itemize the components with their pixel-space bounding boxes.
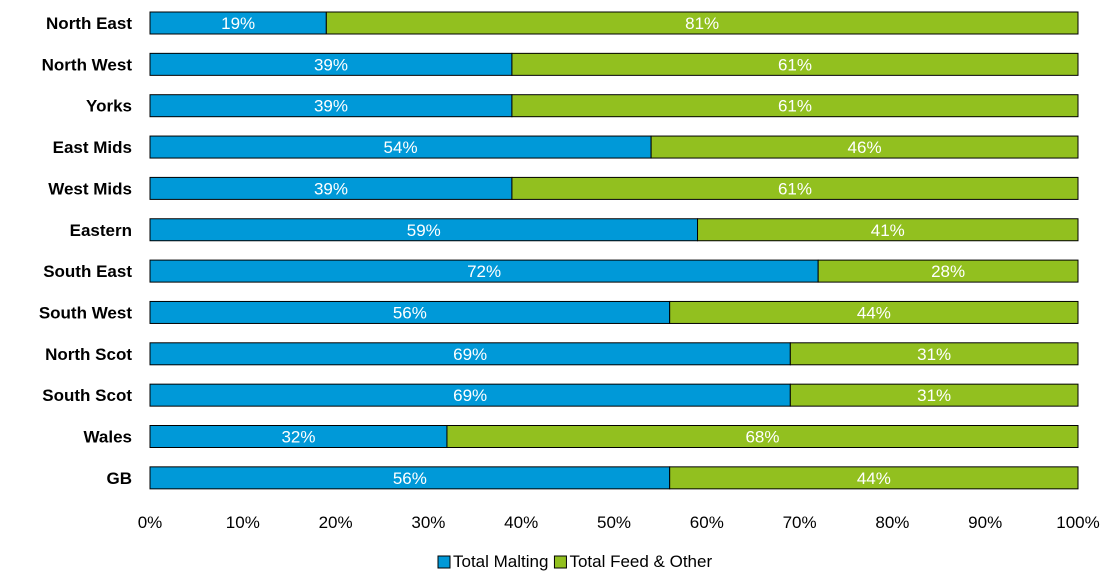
data-label-north-east-series-1: 81%	[685, 14, 719, 33]
category-label-eastern: Eastern	[70, 221, 132, 240]
x-tick-label: 100%	[1056, 513, 1099, 532]
data-label-north-scot-series-0: 69%	[453, 345, 487, 364]
data-label-gb-series-1: 44%	[857, 469, 891, 488]
category-label-gb: GB	[107, 469, 133, 488]
x-tick-label: 10%	[226, 513, 260, 532]
category-label-north-west: North West	[42, 55, 133, 74]
x-axis-tick-labels: 0% 10% 20% 30% 40% 50% 60% 70% 80% 90% 100%	[138, 513, 1100, 532]
data-label-north-east-series-0: 19%	[221, 14, 255, 33]
data-label-north-west-series-1: 61%	[778, 55, 812, 74]
category-label-north-east: North East	[46, 14, 132, 33]
data-label-south-west-series-0: 56%	[393, 303, 427, 322]
category-label-west-mids: West Mids	[48, 179, 132, 198]
bar-segment-north-west-series-1	[511, 52, 1079, 76]
x-tick-label: 20%	[319, 513, 353, 532]
data-label-eastern-series-1: 41%	[871, 221, 905, 240]
category-labels: North East North West Yorks East Mids West M…	[39, 14, 133, 488]
category-label-south-scot: South Scot	[42, 386, 132, 405]
bar-segment-wales-series-1	[446, 425, 1079, 448]
legend-label-series-1: Total Feed & Other	[569, 552, 712, 571]
data-label-east-mids-series-1: 46%	[848, 138, 882, 157]
x-tick-label: 30%	[411, 513, 445, 532]
legend-label-series-0: Total Malting	[453, 552, 548, 571]
data-label-north-scot-series-1: 31%	[917, 345, 951, 364]
bar-segment-gb-series-1	[669, 466, 1079, 490]
category-label-south-west: South West	[39, 303, 133, 322]
data-label-north-west-series-0: 39%	[314, 55, 348, 74]
x-tick-label: 0%	[138, 513, 163, 532]
data-label-south-east-series-1: 28%	[931, 262, 965, 281]
data-label-south-scot-series-0: 69%	[453, 386, 487, 405]
x-tick-label: 90%	[968, 513, 1002, 532]
data-label-west-mids-series-1: 61%	[778, 179, 812, 198]
data-label-yorks-series-0: 39%	[314, 97, 348, 116]
data-label-wales-series-0: 32%	[281, 428, 315, 447]
category-label-north-scot: North Scot	[45, 345, 132, 364]
data-label-south-west-series-1: 44%	[857, 303, 891, 322]
bar-segment-south-west-series-1	[669, 300, 1079, 324]
bar-segment-north-east-series-1	[325, 11, 1079, 35]
bars	[149, 11, 1079, 490]
bar-segment-south-scot-series-1	[789, 383, 1079, 407]
bar-segment-yorks-series-1	[511, 94, 1079, 118]
bar-data-labels: 19% 81% 39% 61% 39% 61% 54% 46% 39% 61% 59% 41% 72% 2…	[221, 14, 965, 488]
x-tick-label: 40%	[504, 513, 538, 532]
legend: Total Malting Total Feed & Other	[437, 552, 712, 571]
bar-segment-west-mids-series-1	[511, 176, 1079, 200]
legend-swatch-series-0	[437, 555, 451, 569]
category-label-south-east: South East	[43, 262, 132, 281]
data-label-east-mids-series-0: 54%	[384, 138, 418, 157]
category-label-east-mids: East Mids	[53, 138, 132, 157]
bar-segment-north-scot-series-1	[789, 342, 1079, 366]
x-tick-label: 70%	[783, 513, 817, 532]
data-label-south-east-series-0: 72%	[467, 262, 501, 281]
data-label-wales-series-1: 68%	[745, 428, 779, 447]
category-label-yorks: Yorks	[86, 97, 132, 116]
category-label-wales: Wales	[83, 428, 132, 447]
x-tick-label: 50%	[597, 513, 631, 532]
bar-segment-eastern-series-1	[697, 218, 1079, 242]
bar-segment-east-mids-series-1	[650, 135, 1079, 159]
data-label-west-mids-series-0: 39%	[314, 179, 348, 198]
x-tick-label: 80%	[875, 513, 909, 532]
data-label-gb-series-0: 56%	[393, 469, 427, 488]
legend-swatch-series-1	[553, 555, 567, 569]
data-label-south-scot-series-1: 31%	[917, 386, 951, 405]
x-tick-label: 60%	[690, 513, 724, 532]
data-label-yorks-series-1: 61%	[778, 97, 812, 116]
bar-segment-south-east-series-1	[817, 259, 1079, 283]
data-label-eastern-series-0: 59%	[407, 221, 441, 240]
